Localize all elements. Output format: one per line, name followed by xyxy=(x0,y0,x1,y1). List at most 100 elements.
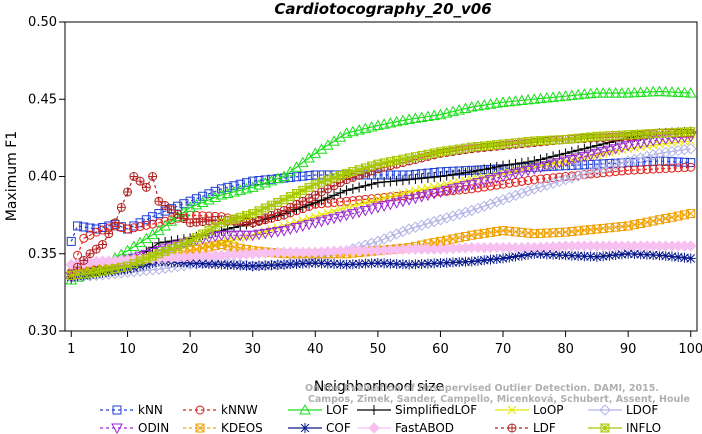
data-point-lof xyxy=(503,95,516,107)
data-point-odin xyxy=(497,172,509,183)
legend-marker xyxy=(507,423,517,433)
data-point-cof xyxy=(228,260,239,271)
y-axis: 0.30 0.35 0.40 0.45 0.50 xyxy=(28,15,65,339)
data-point-odin xyxy=(572,153,584,164)
data-point-odin xyxy=(553,158,566,169)
data-point-ldof xyxy=(478,200,490,212)
legend-item-odin: ODIN xyxy=(100,421,169,434)
data-point-knnw xyxy=(673,163,683,173)
data-point-cof xyxy=(623,248,634,259)
data-point-ldf xyxy=(154,196,164,206)
data-point-inflo xyxy=(473,142,483,152)
data-point-ldof xyxy=(603,160,616,173)
data-point-knnw xyxy=(498,179,508,189)
data-point-knnw xyxy=(486,181,496,191)
data-point-odin xyxy=(609,144,622,155)
data-point-knn xyxy=(248,176,258,186)
data-point-knnw xyxy=(567,171,577,181)
data-point-cof xyxy=(648,249,659,260)
data-point-ldof xyxy=(378,233,390,245)
legend-item-fastabod: FastABOD xyxy=(357,421,454,434)
data-point-inflo xyxy=(573,133,583,143)
data-point-ldof xyxy=(484,198,497,210)
data-point-inflo xyxy=(323,175,333,185)
data-point-ldof xyxy=(459,206,472,219)
legend-marker xyxy=(195,423,205,433)
data-point-simplifiedlof xyxy=(360,180,371,191)
data-point-knnw xyxy=(604,167,614,177)
legend-item-loop: LoOP xyxy=(495,403,564,417)
data-point-inflo xyxy=(348,167,358,177)
legend-label: COF xyxy=(326,421,351,434)
data-point-cof xyxy=(660,250,671,261)
data-point-ldf xyxy=(273,208,283,218)
y-axis-label: Maximum F1 xyxy=(4,131,20,221)
data-point-ldof xyxy=(578,168,591,180)
data-point-cof xyxy=(541,249,552,260)
data-point-cof xyxy=(441,257,452,268)
data-point-cof xyxy=(616,249,627,260)
data-point-knnw xyxy=(686,162,696,172)
data-point-odin xyxy=(578,151,591,163)
data-point-simplifiedlof xyxy=(422,172,433,183)
legend-marker xyxy=(300,423,310,433)
data-point-simplifiedlof xyxy=(441,170,452,181)
x-tick-label: 10 xyxy=(119,342,136,357)
data-point-ldof xyxy=(409,221,422,233)
data-point-cof xyxy=(516,250,527,261)
data-point-ldf xyxy=(98,239,108,249)
data-point-lof xyxy=(509,95,522,106)
data-point-ldof xyxy=(447,210,459,222)
legend-label: LDOF xyxy=(626,403,658,417)
y-tick-label: 0.45 xyxy=(28,92,57,107)
y-tick-label: 0.40 xyxy=(28,170,57,185)
data-point-simplifiedlof xyxy=(479,164,490,175)
data-point-cof xyxy=(135,261,146,272)
data-point-lof xyxy=(472,100,484,111)
data-point-simplifiedlof xyxy=(379,177,390,188)
data-point-cof xyxy=(203,258,214,269)
data-point-cof xyxy=(385,258,396,269)
data-point-ldof xyxy=(422,217,434,230)
data-point-inflo xyxy=(454,144,464,154)
data-point-inflo xyxy=(417,150,427,160)
data-point-odin xyxy=(628,139,641,151)
data-point-knnw xyxy=(523,176,533,186)
data-point-simplifiedlof xyxy=(329,190,340,201)
data-point-inflo xyxy=(73,270,83,280)
data-point-cof xyxy=(291,258,302,269)
data-point-knn xyxy=(135,218,145,228)
data-point-cof xyxy=(491,254,502,265)
data-point-odin xyxy=(453,182,466,194)
data-point-ldf xyxy=(85,249,95,259)
data-point-cof xyxy=(685,253,696,264)
data-point-cof xyxy=(598,251,609,262)
legend-marker xyxy=(112,405,122,415)
data-point-inflo xyxy=(216,218,226,228)
data-point-cof xyxy=(235,260,246,271)
data-point-cof xyxy=(654,250,665,261)
data-point-inflo xyxy=(104,265,114,275)
data-point-ldof xyxy=(685,142,697,155)
data-point-ldof xyxy=(628,153,641,166)
data-point-ldf xyxy=(129,172,139,181)
data-point-cof xyxy=(529,248,540,259)
data-point-ldf xyxy=(116,202,126,212)
data-point-inflo xyxy=(486,140,496,150)
legend-item-kdeos: KDEOS xyxy=(183,421,263,434)
legend: kNN kNNW LOF SimplifiedLOF LoOP LDOF ODIN KDEOS… xyxy=(100,403,661,434)
data-point-odin xyxy=(422,190,434,202)
data-point-knn xyxy=(191,194,201,204)
legend-item-knn: kNN xyxy=(100,403,163,417)
data-point-cof xyxy=(548,249,559,260)
data-point-odin xyxy=(309,218,322,229)
x-tick-label: 40 xyxy=(307,342,324,357)
data-point-knnw xyxy=(467,184,477,194)
data-point-ldof xyxy=(440,212,453,224)
data-point-lof xyxy=(559,90,572,101)
legend-label: INFLO xyxy=(626,421,661,434)
data-point-knn xyxy=(686,158,696,168)
data-point-knn xyxy=(667,157,677,167)
data-point-knnw xyxy=(542,173,552,183)
data-point-fastabod xyxy=(685,240,697,252)
